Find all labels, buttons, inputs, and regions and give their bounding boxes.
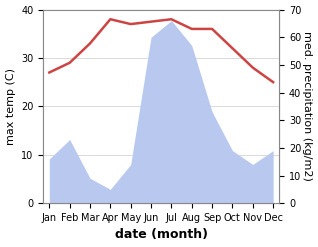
Y-axis label: med. precipitation (kg/m2): med. precipitation (kg/m2) bbox=[302, 31, 313, 181]
Y-axis label: max temp (C): max temp (C) bbox=[5, 68, 16, 145]
X-axis label: date (month): date (month) bbox=[115, 228, 208, 242]
